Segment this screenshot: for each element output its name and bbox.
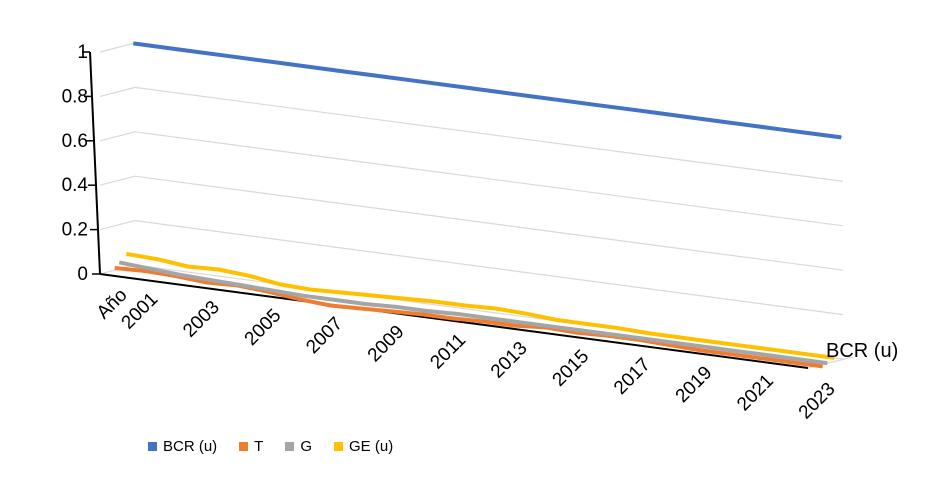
legend-label-bcr: BCR (u): [163, 438, 218, 455]
legend-item-ge: GE (u): [334, 438, 393, 455]
y-tick-label: 0: [77, 264, 88, 285]
y-tick-label: 0.4: [62, 175, 89, 196]
gridline: [99, 175, 844, 271]
y-tick-label: 0.2: [62, 220, 88, 241]
gridline: [99, 86, 844, 182]
legend-swatch-ge: [334, 442, 344, 451]
legend-swatch-bcr: [148, 442, 157, 451]
x-tick-label: 2019: [672, 362, 717, 407]
x-tick-label: 2021: [733, 371, 778, 416]
x-tick-label: 2003: [179, 297, 224, 342]
legend-item-t: T: [239, 438, 263, 455]
series-line-ge-u-: [125, 251, 835, 360]
x-tick-label: 2017: [610, 354, 655, 399]
y-tick-label: 0.6: [62, 131, 88, 152]
legend-swatch-g: [285, 442, 295, 451]
x-tick-label: 2011: [426, 330, 470, 374]
x-axis-line: [99, 273, 809, 369]
gridline: [99, 131, 844, 227]
series-line-bcr-u-: [133, 41, 842, 140]
legend-label-ge: GE (u): [349, 438, 394, 455]
x-tick-label: 2013: [487, 338, 532, 383]
legend-item-bcr: BCR (u): [148, 438, 217, 455]
x-tick-label: 2005: [241, 305, 286, 350]
legend-item-g: G: [285, 438, 312, 455]
y-axis-line: [89, 51, 101, 275]
gridline: [99, 219, 844, 316]
depth-axis-label: BCR (u): [826, 340, 898, 362]
legend-swatch-t: [239, 442, 249, 451]
legend: BCR (u) T G GE (u): [148, 438, 393, 455]
legend-label-g: G: [300, 438, 313, 455]
x-tick-label: 2015: [549, 346, 594, 391]
x-tick-label: 2007: [302, 313, 347, 358]
x-tick-label: 2009: [364, 321, 409, 366]
y-tick-label: 0.8: [62, 86, 88, 107]
x-tick-label: 2023: [795, 379, 840, 424]
legend-label-t: T: [254, 438, 264, 455]
series-line-g: [118, 260, 828, 366]
